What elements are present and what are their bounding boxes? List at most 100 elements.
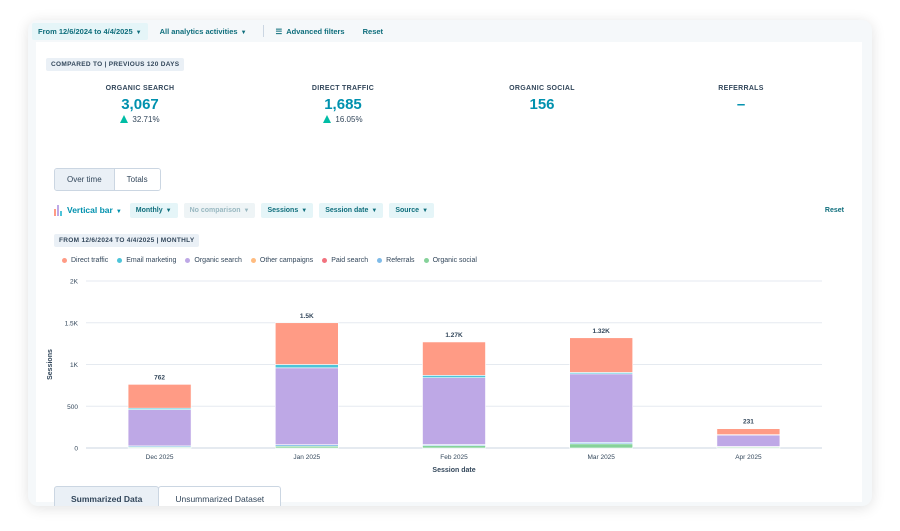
chart-reset-button[interactable]: Reset xyxy=(824,206,844,214)
dataset-tabs: Summarized Data Unsummarized Dataset xyxy=(54,486,282,506)
bar-segment xyxy=(716,428,781,435)
advanced-filters-label: Advanced filters xyxy=(286,26,345,36)
comparison-label: No comparison xyxy=(189,206,241,214)
y-tick-label: 1K xyxy=(70,362,79,369)
bar-chart-icon xyxy=(54,204,62,216)
chevron-down-icon: ▼ xyxy=(422,207,429,214)
bar-segment xyxy=(275,364,339,369)
legend-label: Other campaigns xyxy=(259,257,314,264)
chevron-down-icon: ▼ xyxy=(371,207,378,214)
kpi-delta-value: 32.71% xyxy=(132,115,160,124)
chart-legend: Direct traffic Email marketing Organic sea… xyxy=(62,257,486,264)
chevron-down-icon: ▼ xyxy=(115,209,122,215)
date-range-filter[interactable]: From 12/6/2024 to 4/4/2025 ▼ xyxy=(32,22,148,40)
legend-swatch xyxy=(423,258,429,263)
breakdown-label: Source xyxy=(395,206,420,214)
x-tick-label: Jan 2025 xyxy=(293,454,320,461)
y-tick-label: 0 xyxy=(74,446,78,453)
view-toggle: Over time Totals xyxy=(54,168,161,191)
breakdown-select[interactable]: Source ▼ xyxy=(389,202,435,218)
kpi-row: ORGANIC SEARCH 3,067 32.71% DIRECT TRAFF… xyxy=(36,85,862,155)
y-tick-label: 500 xyxy=(67,404,78,411)
legend-item[interactable]: Direct traffic xyxy=(62,257,108,264)
kpi-organic-social: ORGANIC SOCIAL 156 xyxy=(442,85,642,113)
dimension-select[interactable]: Session date ▼ xyxy=(319,202,384,218)
activities-filter[interactable]: All analytics activities ▼ xyxy=(154,23,253,40)
legend-swatch xyxy=(117,258,123,263)
bar-segment xyxy=(569,443,634,449)
report-card: From 12/6/2024 to 4/4/2025 ▼ All analytic… xyxy=(28,20,872,506)
advanced-filters-button[interactable]: ☰ Advanced filters xyxy=(270,23,351,40)
legend-item[interactable]: Referrals xyxy=(377,257,415,264)
chart-controls: Vertical bar ▼ Monthly ▼ No comparison ▼ Se… xyxy=(54,200,844,220)
bar-segment xyxy=(716,434,781,447)
tab-summarized-data[interactable]: Summarized Data xyxy=(54,486,160,506)
bar-total-label: 1.27K xyxy=(445,332,463,339)
legend-label: Paid search xyxy=(331,257,369,264)
kpi-label: DIRECT TRAFFIC xyxy=(311,85,375,92)
chevron-down-icon: ▼ xyxy=(135,29,142,36)
y-axis-title: Sessions xyxy=(47,349,54,380)
x-tick-label: Dec 2025 xyxy=(146,454,174,461)
legend-swatch xyxy=(377,258,383,263)
x-tick-label: Apr 2025 xyxy=(735,454,762,461)
report-panel: COMPARED TO | PREVIOUS 120 DAYS ORGANIC … xyxy=(36,42,862,506)
kpi-label: REFERRALS xyxy=(718,85,764,92)
tab-unsummarized-dataset[interactable]: Unsummarized Dataset xyxy=(158,486,282,506)
date-range-label: From 12/6/2024 to 4/4/2025 xyxy=(38,26,133,36)
up-arrow-icon xyxy=(323,115,332,123)
kpi-value: 156 xyxy=(529,96,555,113)
kpi-value: 1,685 xyxy=(324,96,362,113)
chevron-down-icon: ▼ xyxy=(165,207,172,214)
metric-label: Sessions xyxy=(267,206,299,214)
kpi-organic-search: ORGANIC SEARCH 3,067 32.71% xyxy=(40,85,240,124)
tab-totals[interactable]: Totals xyxy=(113,169,160,190)
legend-label: Organic social xyxy=(432,257,477,264)
legend-label: Direct traffic xyxy=(71,257,109,264)
chevron-down-icon: ▼ xyxy=(243,207,250,214)
bar-segment xyxy=(422,341,486,376)
kpi-delta: 32.71% xyxy=(40,115,240,124)
bar-segment xyxy=(127,384,192,409)
legend-item[interactable]: Other campaigns xyxy=(250,257,314,264)
legend-label: Referrals xyxy=(386,257,415,264)
bar-segment xyxy=(275,367,339,445)
bar-segment xyxy=(422,445,486,449)
bar-segment xyxy=(569,373,634,443)
kpi-direct-traffic: DIRECT TRAFFIC 1,685 16.05% xyxy=(243,85,443,124)
x-axis-title: Session date xyxy=(432,467,475,474)
chart-type-select[interactable]: Vertical bar ▼ xyxy=(67,205,122,215)
chevron-down-icon: ▼ xyxy=(240,29,247,36)
chevron-down-icon: ▼ xyxy=(301,207,308,214)
tab-over-time[interactable]: Over time xyxy=(55,169,114,190)
x-tick-label: Mar 2025 xyxy=(587,454,615,461)
bar-total-label: 231 xyxy=(743,419,754,426)
bar-segment xyxy=(275,322,339,365)
reset-filters-button[interactable]: Reset xyxy=(362,26,384,36)
legend-swatch xyxy=(322,258,328,263)
kpi-label: ORGANIC SEARCH xyxy=(105,85,175,92)
kpi-delta-value: 16.05% xyxy=(335,115,363,124)
frequency-label: Monthly xyxy=(135,206,163,214)
x-tick-label: Feb 2025 xyxy=(440,454,468,461)
legend-item[interactable]: Paid search xyxy=(322,257,368,264)
legend-item[interactable]: Email marketing xyxy=(117,257,176,264)
legend-item[interactable]: Organic search xyxy=(185,257,242,264)
divider xyxy=(262,25,264,37)
comparison-select[interactable]: No comparison ▼ xyxy=(183,202,256,218)
bar-total-label: 1.32K xyxy=(593,328,611,335)
date-range-badge: FROM 12/6/2024 TO 4/4/2025 | MONTHLY xyxy=(54,234,200,247)
legend-item[interactable]: Organic social xyxy=(423,257,477,264)
kpi-value: 3,067 xyxy=(121,96,159,113)
kpi-value: – xyxy=(736,96,746,113)
y-tick-label: 1.5K xyxy=(65,320,79,327)
metric-select[interactable]: Sessions ▼ xyxy=(261,202,314,218)
frequency-select[interactable]: Monthly ▼ xyxy=(129,202,178,218)
filter-lines-icon: ☰ xyxy=(275,26,283,36)
bar-segment xyxy=(569,337,634,373)
bar-segment xyxy=(422,375,486,378)
kpi-label: ORGANIC SOCIAL xyxy=(509,85,575,92)
legend-label: Email marketing xyxy=(126,257,177,264)
compare-badge: COMPARED TO | PREVIOUS 120 DAYS xyxy=(46,58,185,71)
dimension-label: Session date xyxy=(325,206,369,214)
